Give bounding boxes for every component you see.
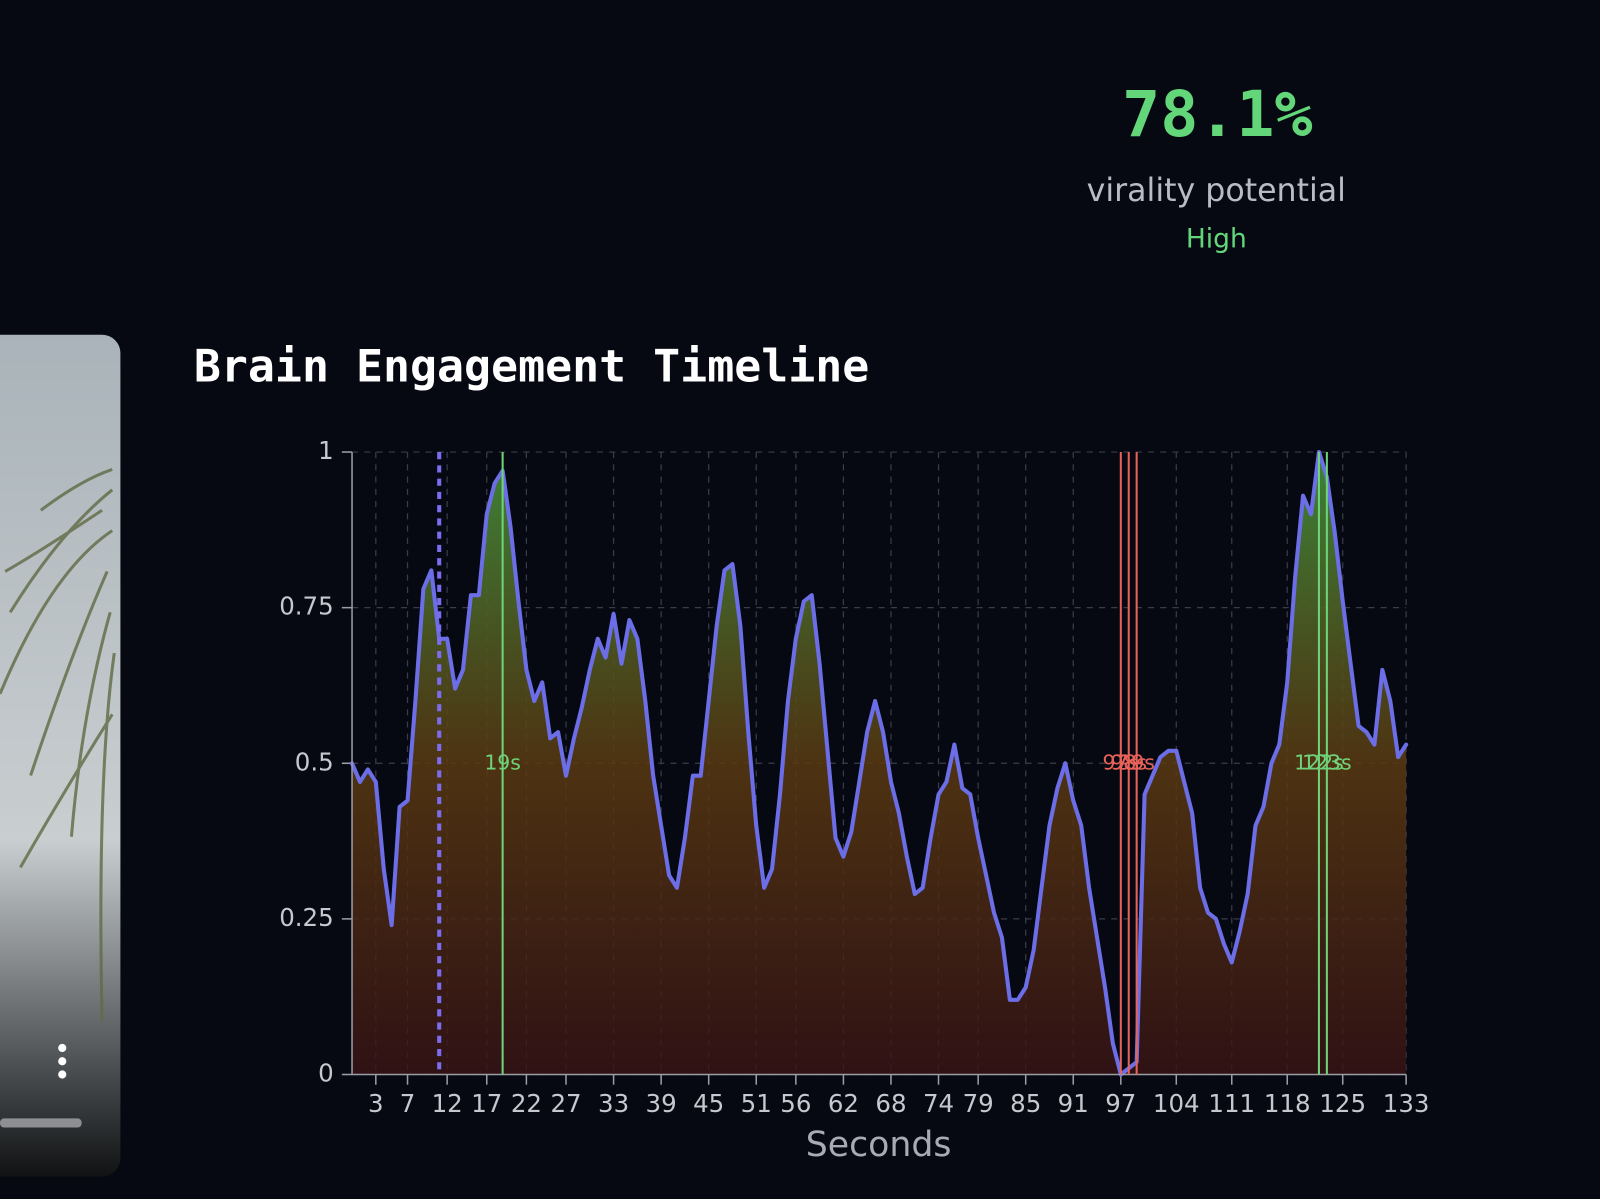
x-tick-label: 85 (1010, 1089, 1041, 1118)
marker-label: 99s (1118, 750, 1155, 774)
x-tick-label: 125 (1319, 1089, 1366, 1118)
y-tick-label: 0 (318, 1059, 334, 1088)
marker-label: 122s (1294, 750, 1344, 774)
marker-label: 98s (1110, 750, 1147, 774)
x-tick-label: 74 (923, 1089, 954, 1118)
x-tick-label: 45 (693, 1089, 724, 1118)
video-thumbnail[interactable] (0, 334, 121, 1177)
x-tick-label: 12 (432, 1089, 463, 1118)
x-tick-label: 39 (646, 1089, 677, 1118)
x-tick-label: 56 (780, 1089, 811, 1118)
score-caption: virality potential (1087, 173, 1346, 209)
x-tick-label: 22 (511, 1089, 542, 1118)
x-tick-label: 33 (598, 1089, 629, 1118)
marker-label: 97s (1103, 750, 1140, 774)
x-tick-label: 104 (1153, 1089, 1200, 1118)
x-tick-label: 133 (1383, 1089, 1430, 1118)
progress-bar[interactable] (0, 1118, 82, 1128)
x-tick-label: 68 (875, 1089, 906, 1118)
chart-title: Brain Engagement Timeline (194, 339, 869, 392)
thumbnail-frame (0, 334, 121, 1177)
y-tick-label: 0.25 (279, 903, 333, 932)
menu-icon[interactable] (58, 1043, 67, 1079)
x-tick-label: 111 (1208, 1089, 1255, 1118)
x-tick-label: 3 (368, 1089, 384, 1118)
x-tick-label: 91 (1058, 1089, 1089, 1118)
y-tick-label: 0.5 (295, 747, 334, 776)
x-tick-label: 97 (1105, 1089, 1136, 1118)
score-value: 78.1% (1122, 77, 1312, 151)
x-tick-label: 79 (963, 1089, 994, 1118)
x-tick-label: 17 (471, 1089, 502, 1118)
x-tick-label: 62 (828, 1089, 859, 1118)
x-axis-label: Seconds (806, 1125, 952, 1165)
y-tick-label: 1 (318, 436, 334, 465)
marker-label: 19s (484, 750, 521, 774)
marker-label: 123s (1302, 750, 1352, 774)
x-tick-label: 118 (1264, 1089, 1311, 1118)
line (350, 450, 1409, 1077)
x-tick-label: 51 (741, 1089, 772, 1118)
x-tick-label: 7 (400, 1089, 416, 1118)
x-tick-label: 27 (550, 1089, 581, 1118)
score-level: High (1186, 223, 1247, 254)
plant (0, 467, 116, 1021)
y-tick-label: 0.75 (279, 592, 333, 621)
